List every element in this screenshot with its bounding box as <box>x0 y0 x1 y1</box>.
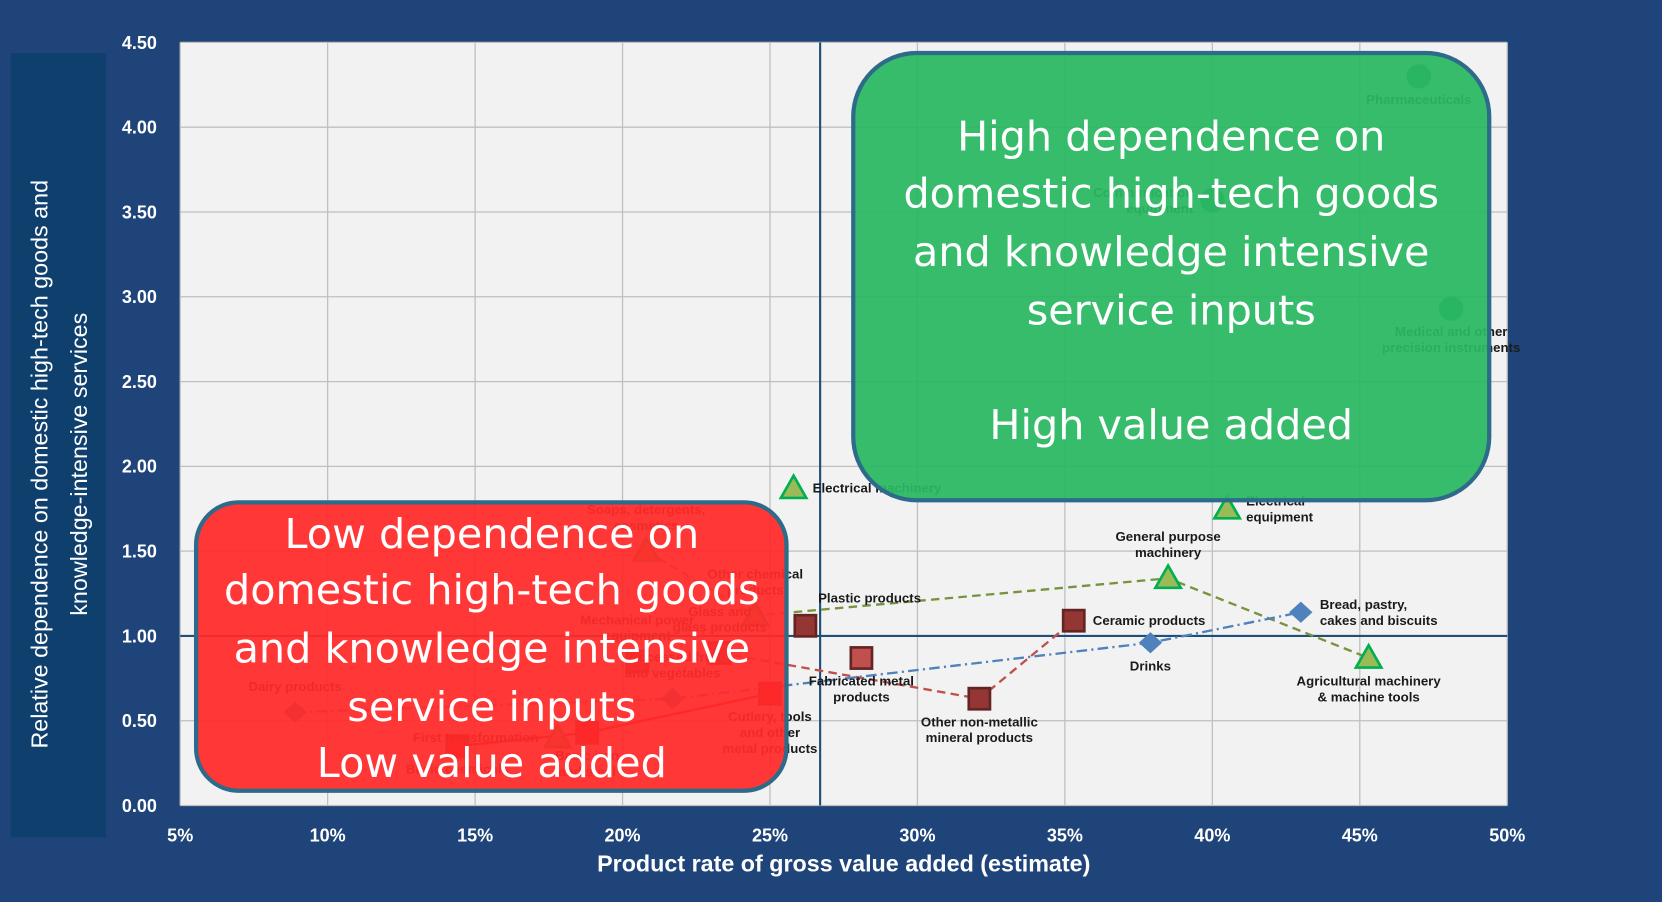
point <box>1138 632 1163 654</box>
x-tick-label: 10% <box>310 826 346 846</box>
x-tick-label: 50% <box>1489 826 1525 846</box>
annotation-text: service inputs <box>1027 286 1316 334</box>
point <box>967 686 992 711</box>
x-tick-label: 40% <box>1194 826 1230 846</box>
point-label-line: products <box>833 689 890 704</box>
point-label-line: Fabricated metal <box>809 674 914 689</box>
point-label-line: Ceramic products <box>1093 613 1206 628</box>
y-axis-label: knowledge-intensive services <box>66 313 92 616</box>
y-tick-label: 1.50 <box>122 542 157 562</box>
point <box>793 613 818 638</box>
point <box>1212 493 1243 520</box>
y-tick-label: 0.00 <box>122 796 157 816</box>
y-tick-label: 0.50 <box>122 711 157 731</box>
y-tick-label: 2.50 <box>122 372 157 392</box>
x-tick-label: 25% <box>752 826 788 846</box>
point-label-line: Bread, pastry, <box>1320 597 1407 612</box>
annotation-text: service inputs <box>347 683 636 731</box>
x-tick-label: 20% <box>605 826 641 846</box>
point-label-line: machinery <box>1135 545 1202 560</box>
y-tick-label: 4.50 <box>122 33 157 53</box>
annotation-text: and knowledge intensive <box>234 624 750 672</box>
point-label: Other non-metallic mineral products <box>921 714 1038 745</box>
point-label-line: Drinks <box>1130 658 1171 673</box>
y-tick-label: 1.00 <box>122 626 157 646</box>
annotation-text: domestic high-tech goods <box>903 170 1439 218</box>
point-label: Agricultural machinery & machine tools <box>1297 674 1442 705</box>
annotation-text: and knowledge intensive <box>913 228 1429 276</box>
annotation-text: Low value added <box>317 739 667 787</box>
point-label-line: Other non-metallic <box>921 714 1038 729</box>
y-label-band <box>10 52 107 838</box>
y-tick-label: 2.00 <box>122 457 157 477</box>
point-label: Fabricated metal products <box>809 674 914 705</box>
annotation-text: domestic high-tech goods <box>224 566 760 614</box>
point-label: Drinks <box>1130 658 1171 673</box>
x-axis-label: Product rate of gross value added (estim… <box>597 850 1090 876</box>
point-label-line: cakes and biscuits <box>1320 613 1438 628</box>
annotation-text: High dependence on <box>957 113 1385 161</box>
x-tick-label: 30% <box>899 826 935 846</box>
x-tick-label: 35% <box>1047 826 1083 846</box>
x-tick-label: 45% <box>1342 826 1378 846</box>
x-tick-label: 15% <box>457 826 493 846</box>
y-tick-label: 4.00 <box>122 118 157 138</box>
y-tick-label: 3.50 <box>122 202 157 222</box>
annotation-box <box>851 50 1492 503</box>
series-line <box>295 611 1302 714</box>
point <box>778 473 809 500</box>
point-label-line: mineral products <box>926 730 1033 745</box>
point-label: Bread, pastry, cakes and biscuits <box>1320 597 1438 628</box>
x-tick-label: 5% <box>167 826 193 846</box>
point-label: Ceramic products <box>1093 613 1206 628</box>
point-label-line: equipment <box>1246 509 1314 524</box>
annotation-text: High value added <box>989 401 1353 449</box>
point-label: General purpose machinery <box>1116 529 1221 560</box>
point <box>1289 601 1313 623</box>
point <box>1353 642 1384 669</box>
point-label: Plastic products <box>818 590 921 605</box>
annotation-box <box>193 500 789 793</box>
point <box>1061 608 1086 633</box>
point-label-line: General purpose <box>1116 529 1221 544</box>
point-label-line: Plastic products <box>818 590 921 605</box>
point-label-line: & machine tools <box>1318 689 1420 704</box>
y-axis-label: Relative dependence on domestic high-tec… <box>27 180 53 749</box>
point <box>849 646 874 670</box>
point <box>1153 562 1184 590</box>
point-label-line: Agricultural machinery <box>1297 674 1442 689</box>
y-tick-label: 3.00 <box>122 287 157 307</box>
annotation-text: Low dependence on <box>284 510 699 558</box>
